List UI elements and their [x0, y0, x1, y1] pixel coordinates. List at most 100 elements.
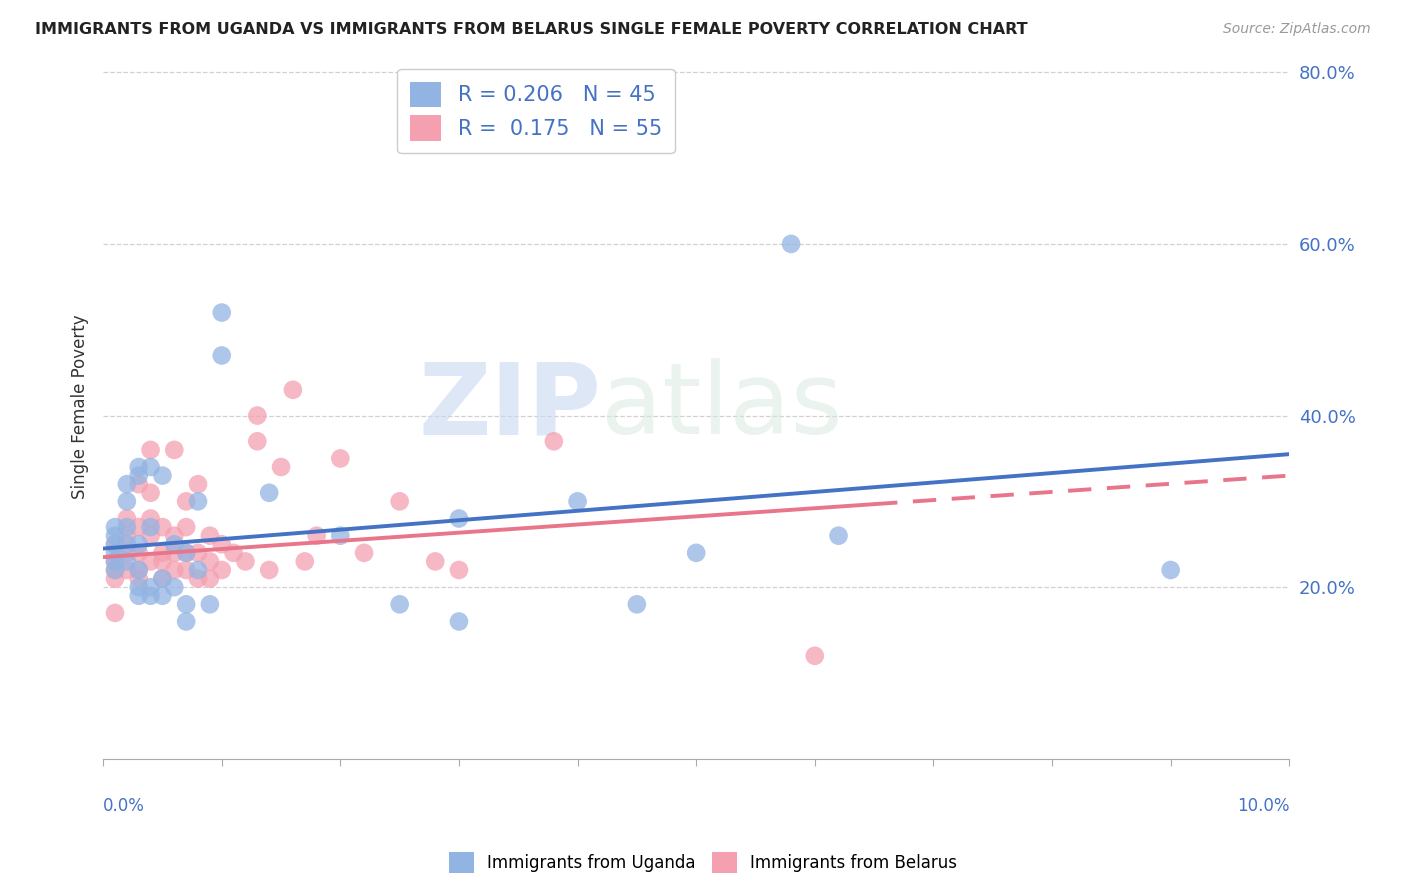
Text: 0.0%: 0.0% — [103, 797, 145, 815]
Point — [128, 563, 150, 577]
Y-axis label: Single Female Poverty: Single Female Poverty — [72, 315, 89, 500]
Point — [104, 554, 127, 568]
Point — [198, 572, 221, 586]
Point — [329, 451, 352, 466]
Point — [281, 383, 304, 397]
Point — [222, 546, 245, 560]
Point — [115, 494, 138, 508]
Point — [104, 572, 127, 586]
Point — [152, 546, 174, 560]
Point — [447, 511, 470, 525]
Point — [174, 563, 197, 577]
Legend: Immigrants from Uganda, Immigrants from Belarus: Immigrants from Uganda, Immigrants from … — [441, 846, 965, 880]
Point — [163, 580, 186, 594]
Point — [626, 597, 648, 611]
Point — [104, 520, 127, 534]
Point — [1160, 563, 1182, 577]
Point — [104, 537, 127, 551]
Point — [128, 589, 150, 603]
Point — [104, 537, 127, 551]
Point — [152, 554, 174, 568]
Point — [139, 511, 162, 525]
Point — [139, 460, 162, 475]
Point — [128, 546, 150, 560]
Point — [104, 546, 127, 560]
Point — [139, 580, 162, 594]
Point — [353, 546, 375, 560]
Point — [425, 554, 447, 568]
Point — [163, 546, 186, 560]
Point — [152, 520, 174, 534]
Point — [257, 563, 280, 577]
Text: 10.0%: 10.0% — [1237, 797, 1289, 815]
Point — [187, 546, 209, 560]
Text: atlas: atlas — [602, 359, 844, 456]
Point — [804, 648, 827, 663]
Point — [163, 563, 186, 577]
Point — [152, 468, 174, 483]
Point — [104, 529, 127, 543]
Point — [115, 537, 138, 551]
Point — [115, 477, 138, 491]
Point — [174, 546, 197, 560]
Text: Source: ZipAtlas.com: Source: ZipAtlas.com — [1223, 22, 1371, 37]
Point — [104, 563, 127, 577]
Point — [139, 520, 162, 534]
Point — [305, 529, 328, 543]
Point — [152, 572, 174, 586]
Point — [235, 554, 257, 568]
Point — [174, 520, 197, 534]
Point — [139, 442, 162, 457]
Point — [139, 529, 162, 543]
Point — [128, 572, 150, 586]
Point — [198, 554, 221, 568]
Point — [198, 597, 221, 611]
Point — [128, 580, 150, 594]
Point — [174, 615, 197, 629]
Point — [294, 554, 316, 568]
Point — [543, 434, 565, 449]
Point — [115, 563, 138, 577]
Point — [780, 236, 803, 251]
Point — [115, 554, 138, 568]
Point — [211, 563, 233, 577]
Point — [447, 563, 470, 577]
Point — [104, 554, 127, 568]
Point — [163, 442, 186, 457]
Point — [329, 529, 352, 543]
Point — [174, 597, 197, 611]
Point — [174, 494, 197, 508]
Point — [128, 563, 150, 577]
Point — [211, 349, 233, 363]
Point — [104, 606, 127, 620]
Point — [257, 485, 280, 500]
Point — [163, 537, 186, 551]
Point — [152, 572, 174, 586]
Point — [152, 589, 174, 603]
Point — [198, 529, 221, 543]
Point — [128, 537, 150, 551]
Point — [187, 494, 209, 508]
Point — [827, 529, 849, 543]
Point — [211, 305, 233, 319]
Point — [388, 597, 411, 611]
Point — [139, 589, 162, 603]
Point — [270, 460, 292, 475]
Point — [115, 546, 138, 560]
Text: ZIP: ZIP — [419, 359, 602, 456]
Text: IMMIGRANTS FROM UGANDA VS IMMIGRANTS FROM BELARUS SINGLE FEMALE POVERTY CORRELAT: IMMIGRANTS FROM UGANDA VS IMMIGRANTS FRO… — [35, 22, 1028, 37]
Point — [139, 554, 162, 568]
Point — [211, 537, 233, 551]
Point — [388, 494, 411, 508]
Point — [115, 520, 138, 534]
Point — [115, 529, 138, 543]
Point — [128, 520, 150, 534]
Point — [187, 572, 209, 586]
Point — [685, 546, 707, 560]
Point — [128, 460, 150, 475]
Legend: R = 0.206   N = 45, R =  0.175   N = 55: R = 0.206 N = 45, R = 0.175 N = 55 — [398, 69, 675, 153]
Point — [174, 546, 197, 560]
Point — [567, 494, 589, 508]
Point — [187, 563, 209, 577]
Point — [246, 409, 269, 423]
